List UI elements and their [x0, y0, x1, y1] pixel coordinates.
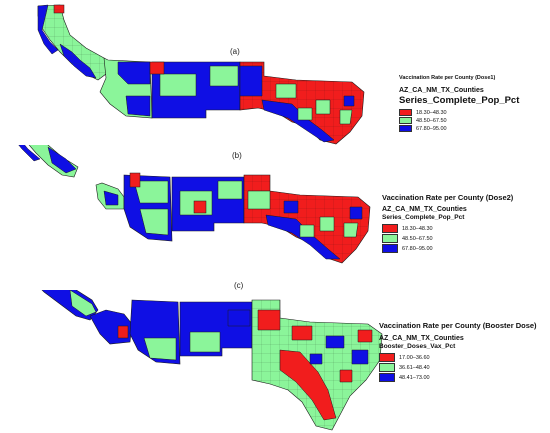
legend-item: 48.50–67.50 [382, 234, 513, 243]
choropleth-map-dose2 [18, 145, 371, 264]
legend-title: Vaccination Rate per County (Dose2) [382, 193, 514, 202]
legend-item: 18.30–48.30 [399, 109, 519, 116]
legend-title: Vaccination Rate per County (Booster Dos… [379, 321, 537, 330]
legend-item-label: 18.30–48.30 [416, 109, 447, 116]
legend-title: Vaccination Rate per County (Dose1) [399, 75, 496, 81]
legend-dose1: Vaccination Rate per County (Dose1) AZ_C… [399, 75, 519, 132]
legend-item: 36.61–48.40 [379, 363, 537, 372]
legend-field-name: Booster_Doses_Vax_Pct [379, 343, 456, 350]
legend-item: 67.80–95.00 [382, 244, 513, 253]
legend-swatch-red [399, 109, 412, 116]
legend-swatch-blue [379, 373, 395, 382]
legend-item-label: 67.80–95.00 [402, 245, 433, 252]
panel-label-c: (c) [234, 281, 244, 290]
legend-field-name: Series_Complete_Pop_Pct [399, 95, 520, 106]
legend-item-label: 17.00–36.60 [399, 354, 430, 361]
legend-item-label: 67.80–95.00 [416, 125, 447, 132]
legend-layer-name: AZ_CA_NM_TX_Counties [382, 206, 467, 213]
panel-label-a: (a) [230, 47, 240, 56]
legend-layer-name: AZ_CA_NM_TX_Counties [399, 87, 484, 94]
choropleth-map-dose1 [37, 4, 365, 145]
legend-item: 48.50–67.50 [399, 117, 519, 124]
panel-c: (c) Vaccination Rate per County (Booster… [0, 281, 550, 433]
legend-item: 67.80–95.00 [399, 125, 519, 132]
legend-item: 48.41–73.00 [379, 373, 537, 382]
choropleth-map-booster [41, 290, 383, 431]
legend-swatch-red [382, 224, 398, 233]
legend-swatch-blue [399, 125, 412, 132]
legend-dose2: Vaccination Rate per County (Dose2) AZ_C… [382, 193, 513, 253]
legend-layer-name: AZ_CA_NM_TX_Counties [379, 335, 464, 342]
panel-b: (b) Vaccination Rate per County (Dose2) … [0, 145, 550, 290]
legend-swatch-green [382, 234, 398, 243]
legend-item-label: 36.61–48.40 [399, 364, 430, 371]
legend-item-label: 48.50–67.50 [416, 117, 447, 124]
legend-swatch-red [379, 353, 395, 362]
panel-a: (a) Vaccination Rate per County (Dose1) … [0, 0, 550, 145]
legend-item: 17.00–36.60 [379, 353, 537, 362]
legend-swatch-green [379, 363, 395, 372]
legend-item-label: 48.50–67.50 [402, 235, 433, 242]
legend-field-name: Series_Complete_Pop_Pct [382, 214, 465, 221]
legend-swatch-blue [382, 244, 398, 253]
legend-item-label: 48.41–73.00 [399, 374, 430, 381]
legend-item: 18.30–48.30 [382, 224, 513, 233]
panel-label-b: (b) [232, 151, 242, 160]
legend-item-label: 18.30–48.30 [402, 225, 433, 232]
legend-booster: Vaccination Rate per County (Booster Dos… [379, 321, 537, 382]
legend-swatch-green [399, 117, 412, 124]
